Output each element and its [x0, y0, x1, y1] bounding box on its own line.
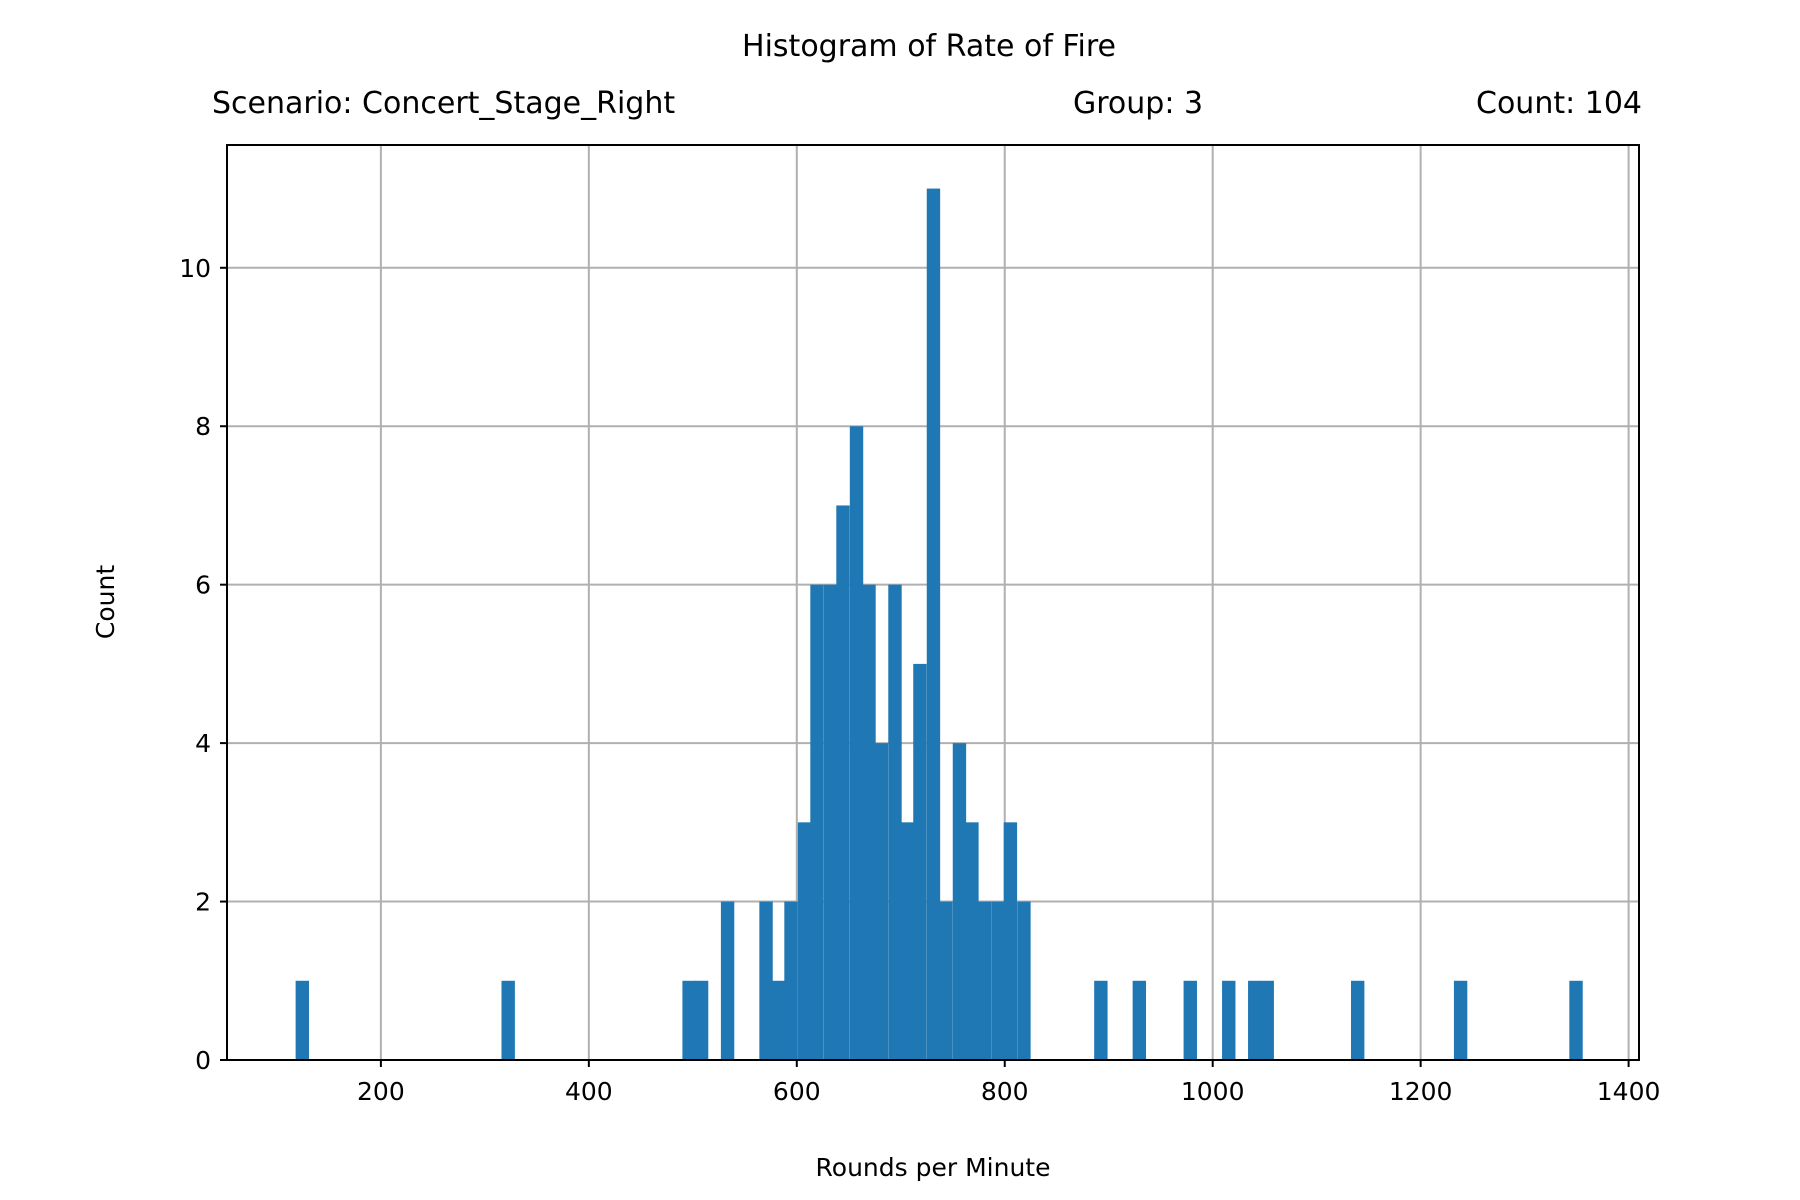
x-tick-label: 1000	[1181, 1077, 1245, 1106]
histogram-bar	[862, 584, 876, 1060]
histogram-bar	[1260, 980, 1274, 1060]
y-tick-label: 0	[195, 1046, 211, 1075]
histogram-bar	[926, 188, 941, 1061]
histogram-bar	[1569, 980, 1583, 1060]
histogram-bar	[952, 743, 967, 1060]
y-axis-label: Count	[91, 565, 120, 639]
histogram-bar	[1350, 980, 1365, 1060]
x-axis-label: Rounds per Minute	[816, 1153, 1051, 1182]
histogram-bar	[501, 980, 515, 1060]
histogram-bar	[1003, 822, 1018, 1060]
y-tick-label: 8	[195, 412, 211, 441]
x-tick-label: 600	[773, 1077, 821, 1106]
histogram-bar	[849, 426, 864, 1060]
histogram-bar	[694, 980, 709, 1060]
y-tick-label: 10	[179, 254, 211, 283]
histogram-bar	[771, 980, 786, 1060]
y-tick-label: 6	[195, 571, 211, 600]
histogram-bar	[784, 901, 798, 1060]
histogram-bar	[900, 822, 915, 1060]
chart-title: Histogram of Rate of Fire	[742, 29, 1116, 64]
histogram-bar	[1248, 980, 1262, 1060]
x-tick-label: 200	[357, 1077, 405, 1106]
histogram-bar	[1132, 980, 1147, 1060]
chart-subtitle-count: Count: 104	[1476, 86, 1642, 121]
histogram-bar	[823, 584, 838, 1060]
histogram-bar	[1094, 980, 1108, 1060]
x-tick-label: 1400	[1597, 1077, 1661, 1106]
histogram-bar	[991, 901, 1005, 1060]
histogram-bar	[1017, 901, 1031, 1060]
histogram-bar	[836, 505, 850, 1060]
histogram-bar	[1453, 980, 1468, 1060]
chart-subtitle-scenario: Scenario: Concert_Stage_Right	[212, 86, 675, 121]
histogram-bar	[720, 901, 735, 1060]
histogram-bar	[295, 980, 310, 1060]
histogram-bars	[295, 188, 1583, 1061]
y-tick-label: 4	[195, 729, 211, 758]
histogram-bar	[888, 584, 902, 1060]
x-tick-label: 800	[981, 1077, 1029, 1106]
x-tick-label: 1200	[1389, 1077, 1453, 1106]
histogram-bar	[810, 584, 824, 1060]
x-tick-label: 400	[565, 1077, 613, 1106]
plot-frame	[226, 144, 1640, 1061]
y-tick-label: 2	[195, 888, 211, 917]
axis-ticks: 200 400 600 800 1000 1200 1400 0 2 4 6 8 10	[179, 254, 1660, 1106]
histogram-bar	[965, 822, 979, 1060]
histogram-bar	[939, 901, 953, 1060]
histogram-bar	[1222, 980, 1236, 1060]
histogram-bar	[759, 901, 773, 1060]
histogram-bar	[1183, 980, 1197, 1060]
chart-subtitle-group: Group: 3	[1073, 86, 1203, 121]
histogram-bar	[797, 822, 812, 1060]
histogram-bar	[913, 663, 927, 1060]
histogram-bar	[874, 743, 889, 1060]
histogram-bar	[977, 901, 992, 1060]
histogram-bar	[682, 980, 696, 1060]
